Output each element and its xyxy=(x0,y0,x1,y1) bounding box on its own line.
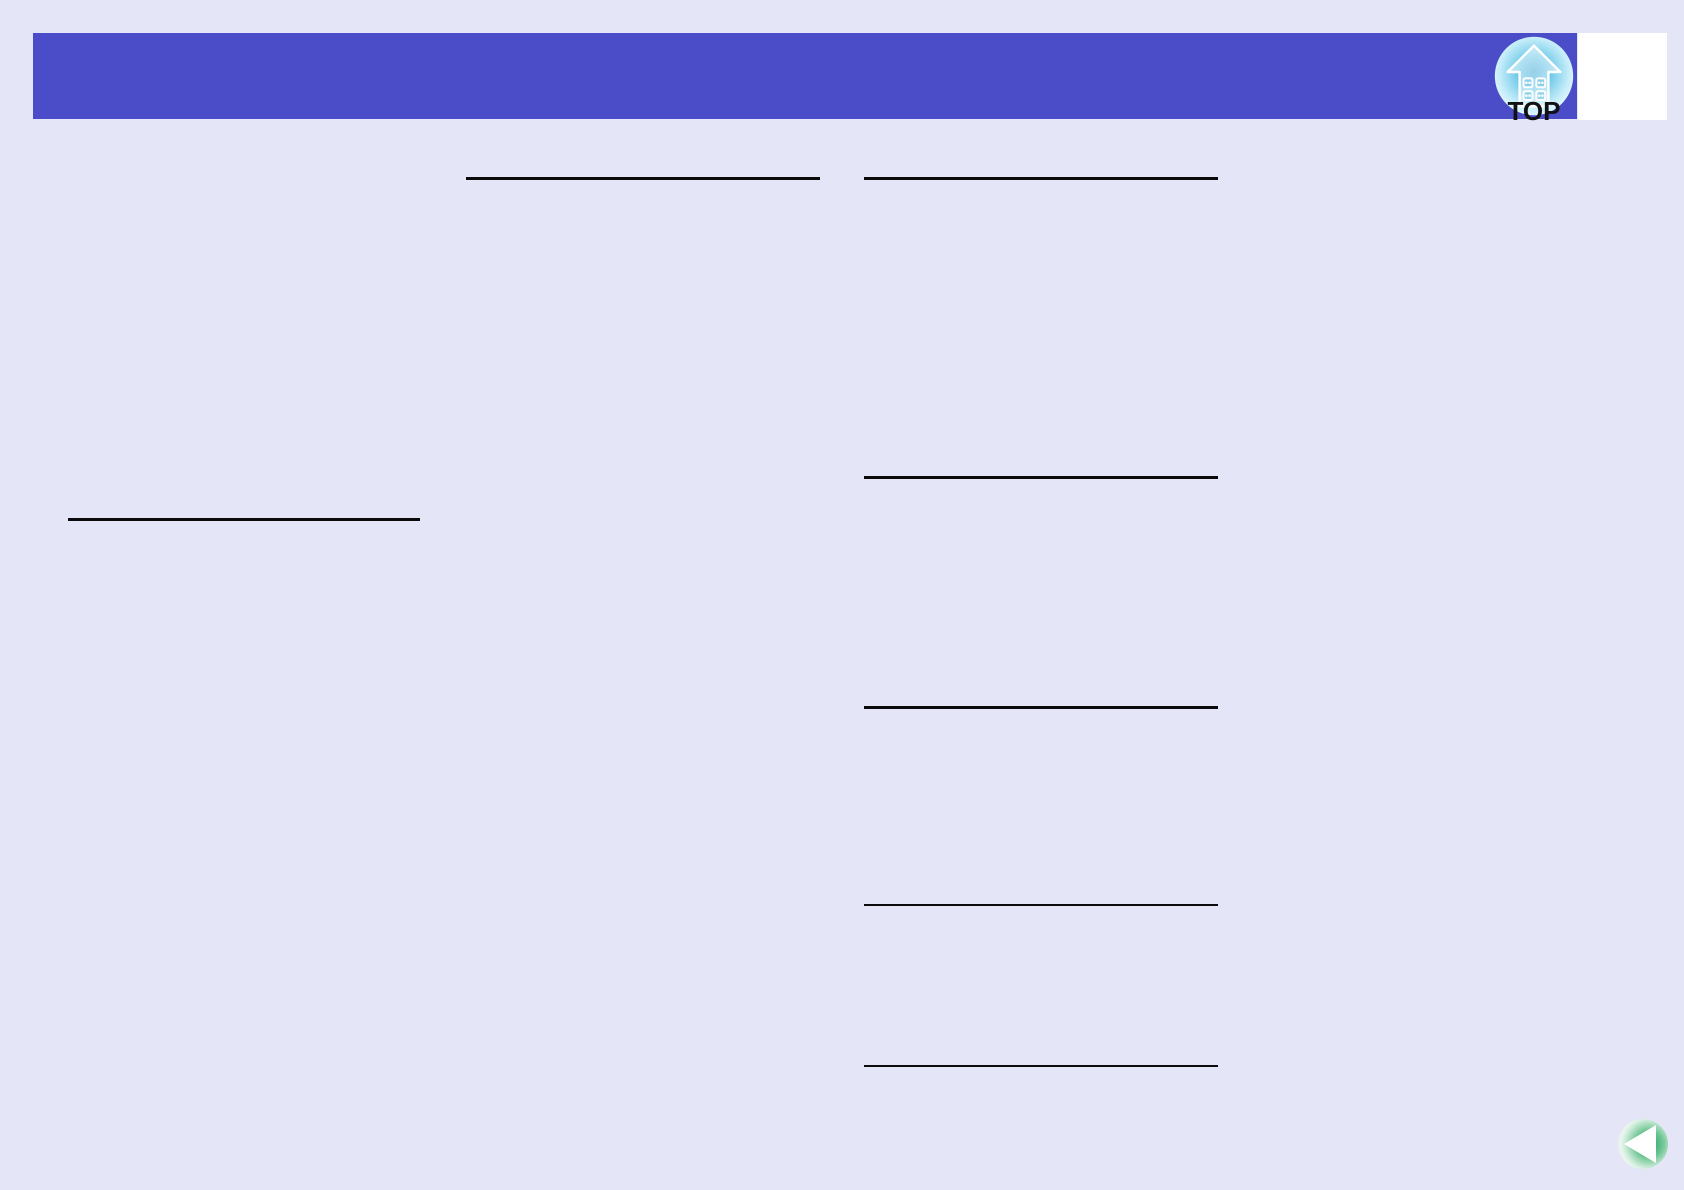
heading-underline xyxy=(68,518,420,521)
heading-underline xyxy=(864,476,1218,479)
top-button[interactable]: TOP xyxy=(1492,34,1576,126)
home-icon xyxy=(1494,36,1574,116)
heading-underline xyxy=(864,1065,1218,1067)
heading-underline xyxy=(864,177,1218,180)
header-bar xyxy=(33,33,1577,119)
page-number-box xyxy=(1578,33,1667,120)
heading-underline xyxy=(466,177,820,180)
back-button[interactable] xyxy=(1617,1118,1669,1170)
heading-underline xyxy=(864,706,1218,709)
heading-underline xyxy=(864,904,1218,906)
back-arrow-icon xyxy=(1618,1119,1668,1169)
top-button-label: TOP xyxy=(1507,96,1561,126)
